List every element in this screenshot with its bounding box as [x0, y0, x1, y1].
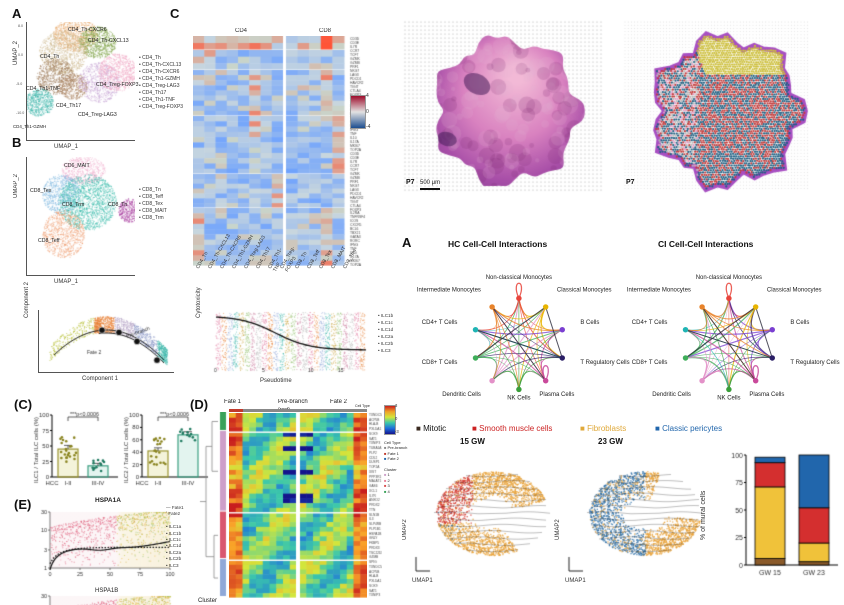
svg-text:NK Cells: NK Cells [717, 395, 740, 401]
svg-text:CD4+ T Cells: CD4+ T Cells [422, 320, 458, 326]
svg-text:Intermediate Monocytes: Intermediate Monocytes [627, 288, 691, 294]
svg-text:CD4+ T Cells: CD4+ T Cells [632, 320, 668, 326]
svg-text:CD8+ T Cells: CD8+ T Cells [632, 360, 668, 366]
svg-text:Classical Monocytes: Classical Monocytes [557, 288, 612, 294]
svg-text:B Cells: B Cells [790, 320, 809, 326]
svg-text:Classical Monocytes: Classical Monocytes [767, 288, 822, 294]
svg-text:Plasma Cells: Plasma Cells [749, 392, 784, 398]
svg-text:Dendritic Cells: Dendritic Cells [652, 392, 691, 398]
svg-text:NK Cells: NK Cells [507, 395, 530, 401]
svg-text:CD8+ T Cells: CD8+ T Cells [422, 360, 458, 366]
svg-text:Intermediate Monocytes: Intermediate Monocytes [417, 288, 481, 294]
svg-text:Plasma Cells: Plasma Cells [539, 392, 574, 398]
svg-text:Dendritic Cells: Dendritic Cells [442, 392, 481, 398]
svg-text:T Regulatory Cells: T Regulatory Cells [790, 360, 839, 366]
svg-text:Non-classical Monocytes: Non-classical Monocytes [486, 275, 552, 281]
svg-text:Non-classical Monocytes: Non-classical Monocytes [696, 275, 762, 281]
svg-text:B Cells: B Cells [580, 320, 599, 326]
